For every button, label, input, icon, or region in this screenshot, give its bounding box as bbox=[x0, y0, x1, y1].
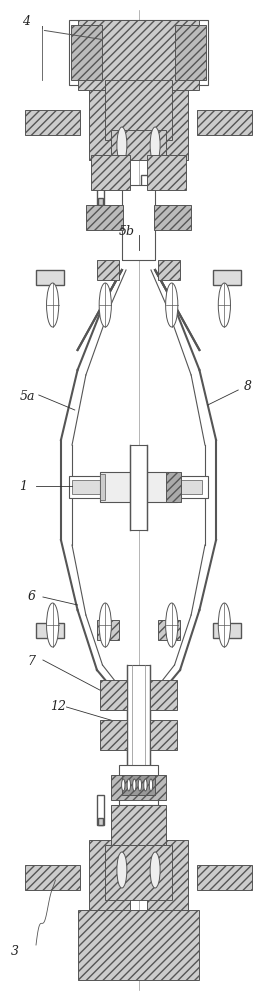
Bar bbox=[158, 260, 180, 280]
Bar bbox=[72, 480, 100, 494]
Bar bbox=[150, 680, 177, 710]
Bar bbox=[98, 198, 103, 205]
Bar bbox=[78, 910, 199, 980]
Bar bbox=[127, 665, 150, 780]
Circle shape bbox=[127, 779, 130, 791]
Text: 5b: 5b bbox=[119, 225, 135, 238]
Bar bbox=[97, 260, 119, 280]
Circle shape bbox=[117, 127, 127, 163]
Bar bbox=[97, 795, 104, 825]
Text: 6: 6 bbox=[28, 590, 36, 603]
Bar bbox=[213, 270, 241, 285]
Bar bbox=[175, 480, 202, 494]
Text: 3: 3 bbox=[11, 945, 19, 958]
Bar bbox=[98, 818, 103, 825]
Bar bbox=[86, 205, 123, 230]
Bar bbox=[105, 845, 172, 900]
Circle shape bbox=[138, 779, 142, 791]
Bar bbox=[97, 175, 104, 205]
Bar bbox=[197, 110, 252, 135]
Bar bbox=[158, 620, 180, 640]
Bar bbox=[69, 20, 208, 85]
Bar bbox=[97, 620, 119, 640]
Bar bbox=[147, 840, 188, 910]
Circle shape bbox=[166, 283, 178, 327]
Text: 8: 8 bbox=[244, 380, 252, 393]
Circle shape bbox=[122, 779, 125, 791]
Bar bbox=[111, 805, 166, 845]
Bar bbox=[141, 795, 148, 825]
Bar bbox=[78, 20, 199, 90]
Circle shape bbox=[99, 283, 111, 327]
Bar bbox=[122, 185, 155, 260]
Text: 12: 12 bbox=[50, 700, 66, 713]
Circle shape bbox=[144, 779, 147, 791]
Bar bbox=[100, 472, 177, 502]
Bar bbox=[154, 205, 191, 230]
Bar bbox=[147, 476, 208, 498]
Bar bbox=[89, 90, 130, 160]
Bar bbox=[36, 623, 64, 638]
Circle shape bbox=[47, 603, 59, 647]
Circle shape bbox=[218, 283, 230, 327]
Circle shape bbox=[218, 603, 230, 647]
Bar bbox=[147, 155, 186, 190]
Bar bbox=[100, 474, 105, 500]
Circle shape bbox=[149, 779, 153, 791]
Bar bbox=[105, 80, 172, 140]
Bar bbox=[100, 680, 127, 710]
Bar bbox=[111, 855, 166, 895]
Bar bbox=[116, 810, 161, 840]
Circle shape bbox=[47, 283, 59, 327]
Bar bbox=[142, 818, 147, 825]
Bar bbox=[119, 765, 158, 805]
Bar bbox=[100, 720, 127, 750]
Bar bbox=[36, 270, 64, 285]
Bar bbox=[25, 110, 80, 135]
Bar bbox=[71, 25, 102, 80]
Circle shape bbox=[117, 852, 127, 888]
Bar bbox=[89, 840, 130, 910]
Bar bbox=[166, 472, 181, 502]
Bar bbox=[150, 720, 177, 750]
Bar bbox=[69, 476, 130, 498]
Circle shape bbox=[150, 127, 160, 163]
Bar bbox=[197, 865, 252, 890]
Circle shape bbox=[166, 603, 178, 647]
Bar bbox=[213, 623, 241, 638]
Bar bbox=[147, 90, 188, 160]
Bar bbox=[141, 175, 148, 205]
Text: 4: 4 bbox=[22, 15, 30, 28]
Bar bbox=[130, 445, 147, 530]
Bar bbox=[91, 155, 130, 190]
Circle shape bbox=[150, 852, 160, 888]
Bar bbox=[25, 865, 80, 890]
Bar bbox=[142, 198, 147, 205]
Circle shape bbox=[133, 779, 136, 791]
Bar bbox=[122, 775, 155, 795]
Text: 5a: 5a bbox=[19, 390, 35, 403]
Text: 1: 1 bbox=[19, 480, 27, 493]
Bar bbox=[175, 25, 206, 80]
Bar bbox=[111, 130, 166, 160]
Bar bbox=[111, 90, 166, 130]
Circle shape bbox=[99, 603, 111, 647]
Text: 7: 7 bbox=[28, 655, 36, 668]
Bar bbox=[111, 775, 166, 800]
